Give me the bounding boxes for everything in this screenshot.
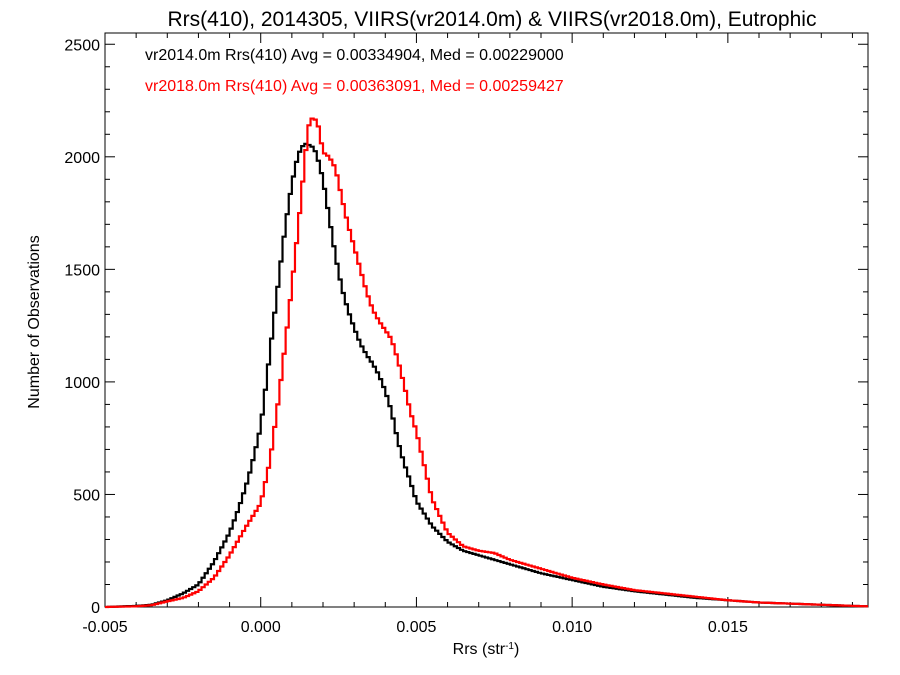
x-tick-label: 0.010 xyxy=(552,619,592,636)
x-tick-label: 0.005 xyxy=(396,619,436,636)
y-tick-label: 1500 xyxy=(64,262,100,279)
y-tick-label: 500 xyxy=(73,487,100,504)
plot-frame xyxy=(104,32,869,608)
legend-entry-vr2014: vr2014.0m Rrs(410) Avg = 0.00334904, Med… xyxy=(145,47,564,64)
y-tick-label: 2500 xyxy=(64,37,100,54)
y-tick-label: 1000 xyxy=(64,375,100,392)
x-axis-title: Rrs (str-1) xyxy=(453,641,520,659)
series-vr2018-line xyxy=(105,117,868,609)
x-tick-label: -0.005 xyxy=(82,619,127,636)
x-tick-label: 0.015 xyxy=(708,619,748,636)
y-axis-title: Number of Observations xyxy=(26,235,43,408)
y-tick-label: 0 xyxy=(91,600,100,617)
y-tick-label: 2000 xyxy=(64,150,100,167)
axis-ticks: -0.005 0.000 0.005 0.010 0.015 0 500 1000 1500 20… xyxy=(64,33,868,636)
series-layer xyxy=(105,117,868,609)
series-vr2014-line xyxy=(105,142,868,609)
chart-title: Rrs(410), 2014305, VIIRS(vr2014.0m) & VI… xyxy=(168,8,817,31)
legend-entry-vr2018: vr2018.0m Rrs(410) Avg = 0.00363091, Med… xyxy=(145,78,564,95)
x-tick-label: 0.000 xyxy=(241,619,281,636)
